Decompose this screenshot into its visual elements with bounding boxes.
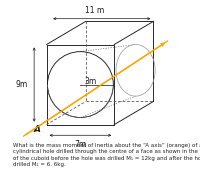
Text: 3m: 3m <box>85 77 97 86</box>
Text: 11 m: 11 m <box>85 6 104 15</box>
Text: 9m: 9m <box>16 80 28 89</box>
Text: What is the mass moment of Inertia about the “A axis” (orange) of a cuboid with
: What is the mass moment of Inertia about… <box>13 143 200 167</box>
Text: 7m: 7m <box>74 140 87 149</box>
Text: A: A <box>33 125 40 134</box>
